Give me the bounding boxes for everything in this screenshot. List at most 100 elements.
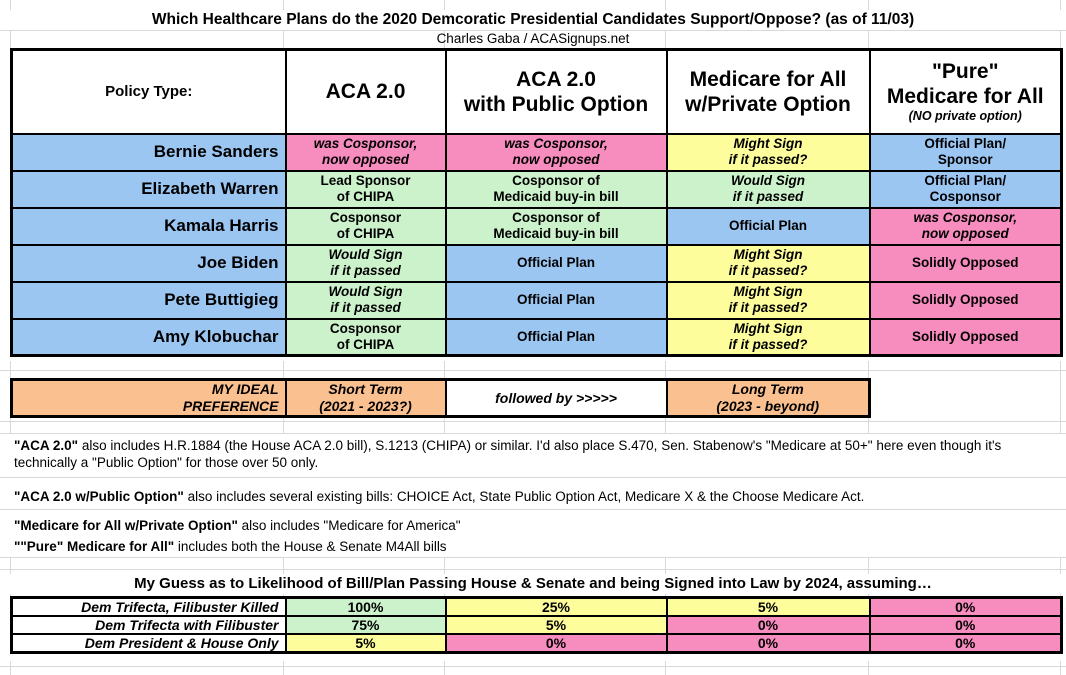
footnote-aca20: "ACA 2.0" also includes H.R.1884 (the Ho…: [0, 433, 1066, 477]
header-line: ACA 2.0: [516, 67, 596, 91]
support-cell: was Cosponsor, now opposed: [284, 132, 447, 172]
scenario-label: Dem Trifecta, Filibuster Killed: [10, 596, 287, 617]
page-title: Which Healthcare Plans do the 2020 Demco…: [0, 10, 1066, 30]
cell-line: Solidly Opposed: [911, 292, 1019, 307]
cell-line: Official Plan/: [924, 136, 1007, 151]
column-header-aca20: ACA 2.0: [284, 48, 447, 135]
cell-line: if it passed: [732, 189, 804, 204]
gridline: [0, 421, 1066, 422]
gridline: [1060, 661, 1061, 675]
likelihood-value: 0%: [868, 596, 1063, 617]
cell-line: of CHIPA: [336, 226, 395, 241]
cell-line: Would Sign: [731, 173, 805, 188]
likelihood-value: 75%: [284, 615, 447, 635]
footnote-lead: "ACA 2.0": [14, 438, 79, 453]
footnote-lead: "Medicare for All w/Private Option": [14, 518, 238, 533]
cell-line: Cosponsor: [929, 189, 1001, 204]
cell-line: Might Sign: [733, 247, 803, 262]
cell-line: now opposed: [921, 226, 1009, 241]
gridline: [444, 661, 445, 675]
likelihood-value: 5%: [444, 615, 668, 635]
gridline: [868, 661, 869, 675]
support-cell: Official Plan: [444, 243, 668, 283]
cell-line: Sponsor: [937, 152, 993, 167]
support-cell: Cosponsor of Medicaid buy-in bill: [444, 206, 668, 246]
footnote-lead: "ACA 2.0 w/Public Option": [14, 489, 184, 504]
footnote-text: also includes "Medicare for America": [237, 518, 461, 533]
support-cell: Solidly Opposed: [868, 317, 1063, 357]
cell-line: Official Plan/: [924, 173, 1007, 188]
gridline: [0, 557, 1066, 558]
cell-line: Official Plan: [516, 292, 596, 307]
cell-line: (2023 - beyond): [716, 398, 820, 414]
candidate-name: Amy Klobuchar: [10, 317, 287, 357]
support-cell: Might Sign if it passed?: [665, 280, 871, 320]
header-subnote: (NO private option): [908, 109, 1022, 124]
footnote-text: also includes several existing bills: CH…: [183, 489, 865, 504]
cell-line: Would Sign: [328, 247, 403, 262]
header-line: w/Private Option: [685, 92, 851, 116]
column-header-aca20-public-option: ACA 2.0 with Public Option: [444, 48, 668, 135]
likelihood-row-with-filibuster: Dem Trifecta with Filibuster 75% 5% 0% 0…: [10, 615, 1063, 635]
cell-line: (2021 - 2023?): [319, 398, 412, 414]
cell-line: Official Plan: [516, 255, 596, 270]
likelihood-title: My Guess as to Likelihood of Bill/Plan P…: [0, 574, 1066, 594]
candidate-row-sanders: Bernie Sanders was Cosponsor, now oppose…: [10, 132, 1063, 172]
column-header-m4a-private-option: Medicare for All w/Private Option: [665, 48, 871, 135]
cell-line: Might Sign: [733, 136, 803, 151]
candidate-row-harris: Kamala Harris Cosponsor of CHIPA Cospons…: [10, 206, 1063, 246]
cell-line: Official Plan: [516, 328, 596, 344]
cell-line: MY IDEAL: [211, 381, 279, 398]
footnote-pure-m4a: ""Pure" Medicare for All" includes both …: [0, 533, 1066, 557]
candidate-name: Pete Buttigieg: [10, 280, 287, 320]
cell-line: Medicaid buy-in bill: [493, 189, 619, 204]
support-cell: Solidly Opposed: [868, 280, 1063, 320]
candidate-row-klobuchar: Amy Klobuchar Cosponsor of CHIPA Officia…: [10, 317, 1063, 357]
support-cell: Lead Sponsor of CHIPA: [284, 169, 447, 209]
cell-line: of CHIPA: [336, 336, 395, 352]
cell-line: if it passed?: [728, 336, 808, 352]
support-cell: Would Sign if it passed: [284, 280, 447, 320]
likelihood-value: 100%: [284, 596, 447, 617]
likelihood-value: 25%: [444, 596, 668, 617]
support-cell: Might Sign if it passed?: [665, 243, 871, 283]
cell-line: now opposed: [512, 152, 600, 167]
likelihood-value: 0%: [665, 615, 871, 635]
likelihood-value: 5%: [284, 633, 447, 654]
gridline: [0, 666, 1066, 667]
scenario-label: Dem Trifecta with Filibuster: [10, 615, 287, 635]
cell-line: if it passed?: [728, 300, 808, 315]
candidate-name: Joe Biden: [10, 243, 287, 283]
support-cell: was Cosponsor, now opposed: [444, 132, 668, 172]
cell-line: Cosponsor: [329, 210, 402, 225]
support-cell: Would Sign if it passed: [284, 243, 447, 283]
candidate-row-warren: Elizabeth Warren Lead Sponsor of CHIPA C…: [10, 169, 1063, 209]
page-subtitle: Charles Gaba / ACASignups.net: [436, 31, 630, 46]
header-line: with Public Option: [463, 92, 649, 116]
cell-line: of CHIPA: [336, 189, 395, 204]
cell-line: Cosponsor of: [512, 210, 600, 225]
likelihood-value: 0%: [868, 633, 1063, 654]
likelihood-table: Dem Trifecta, Filibuster Killed 100% 25%…: [10, 596, 1063, 654]
cell-line: Would Sign: [328, 284, 403, 299]
support-cell: Official Plan/ Cosponsor: [868, 169, 1063, 209]
candidate-name: Bernie Sanders: [10, 132, 287, 172]
support-cell: Official Plan: [444, 280, 668, 320]
cell-line: Solidly Opposed: [911, 255, 1019, 270]
footnote-m4a-private-option: "Medicare for All w/Private Option" also…: [0, 509, 1066, 533]
header-line: Medicare for All: [689, 67, 847, 91]
likelihood-row-filibuster-killed: Dem Trifecta, Filibuster Killed 100% 25%…: [10, 596, 1063, 617]
gridline: [665, 661, 666, 675]
gridline: [10, 661, 11, 675]
ideal-preference-table: MY IDEAL PREFERENCE Short Term (2021 - 2…: [10, 378, 871, 418]
scenario-label: Dem President & House Only: [10, 633, 287, 654]
cell-line: Medicaid buy-in bill: [493, 226, 619, 241]
cell-line: Solidly Opposed: [911, 328, 1019, 344]
gridline: [0, 370, 1066, 371]
cell-line: was Cosponsor,: [504, 136, 608, 151]
cell-line: Might Sign: [733, 320, 803, 336]
footnote-aca20-public-option: "ACA 2.0 w/Public Option" also includes …: [0, 477, 1066, 509]
support-cell: Cosponsor of CHIPA: [284, 317, 447, 357]
cell-line: if it passed: [330, 263, 401, 278]
support-cell: Official Plan: [665, 206, 871, 246]
